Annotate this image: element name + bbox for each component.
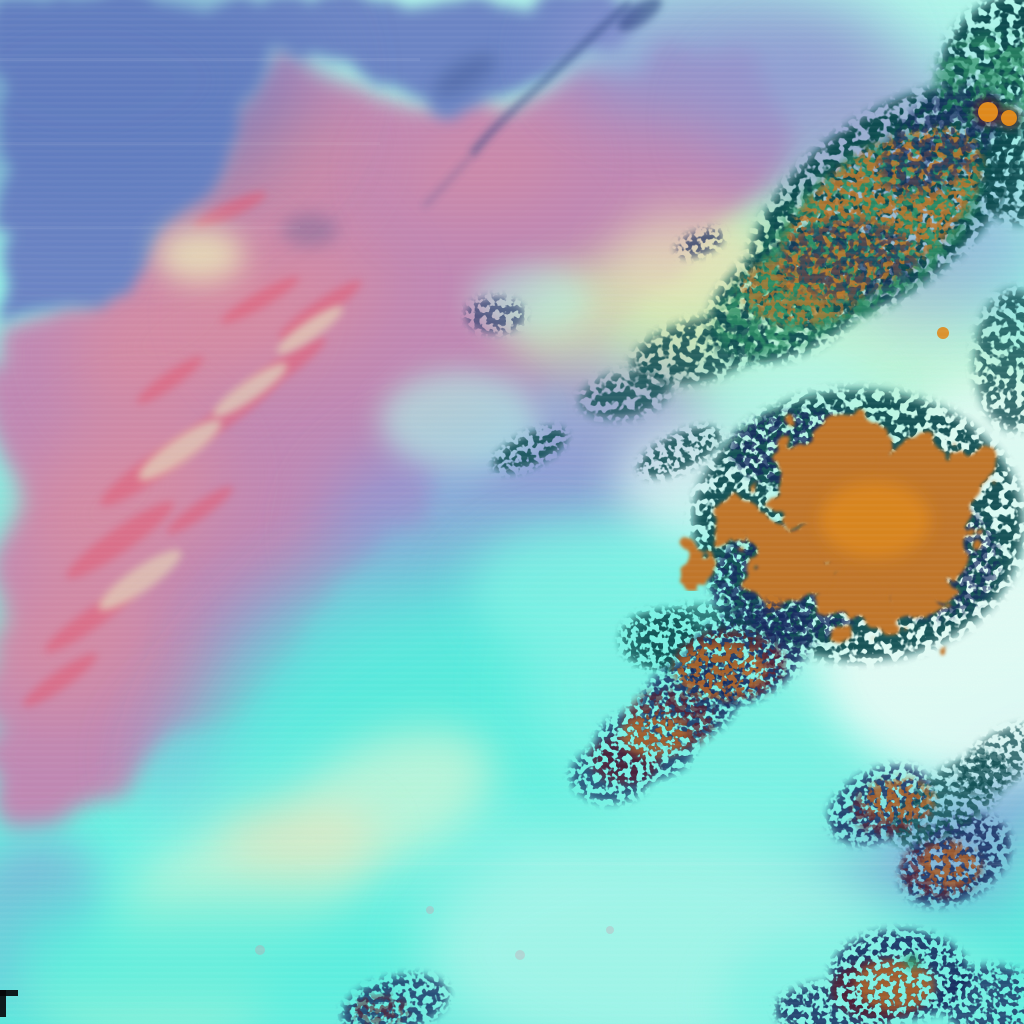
artifact-bar-h	[0, 990, 18, 996]
artifact-bar-v	[0, 990, 6, 1017]
corner-artifact	[0, 990, 18, 1017]
